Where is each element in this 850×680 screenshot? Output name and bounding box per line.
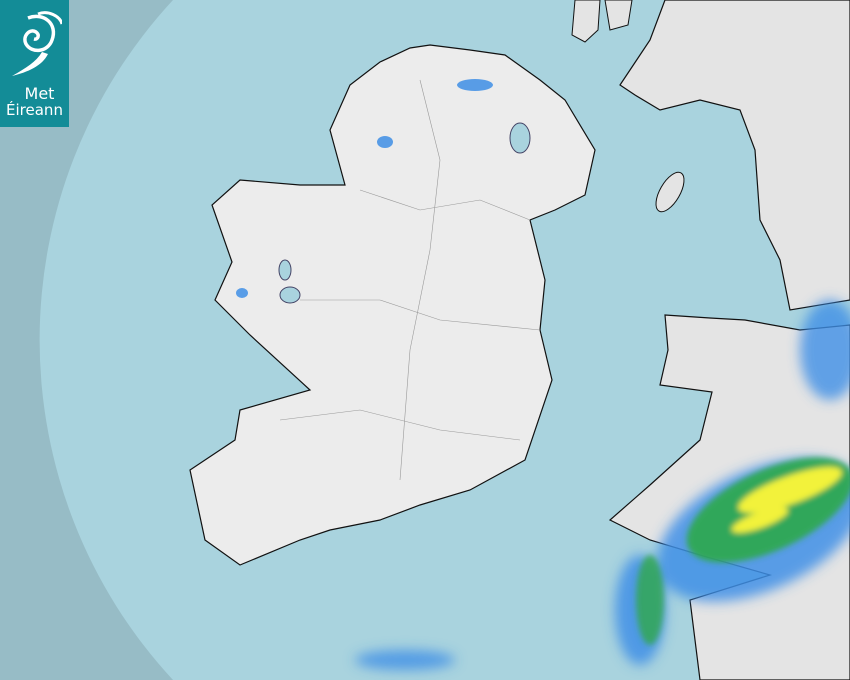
ireland-landmass: [189, 44, 596, 566]
precipitation-echoes: [236, 79, 850, 670]
isle-of-man: [655, 171, 685, 213]
swirl-logo-icon: [12, 11, 62, 76]
scottish-islands: [571, 0, 633, 43]
logo-text-eireann: Éireann: [6, 101, 63, 119]
great-britain-landmass: [619, 0, 850, 311]
lakes: [278, 122, 531, 304]
met-eireann-logo: Met Éireann: [0, 0, 69, 127]
county-borders: [279, 79, 541, 481]
logo-text-met: Met: [24, 84, 55, 103]
